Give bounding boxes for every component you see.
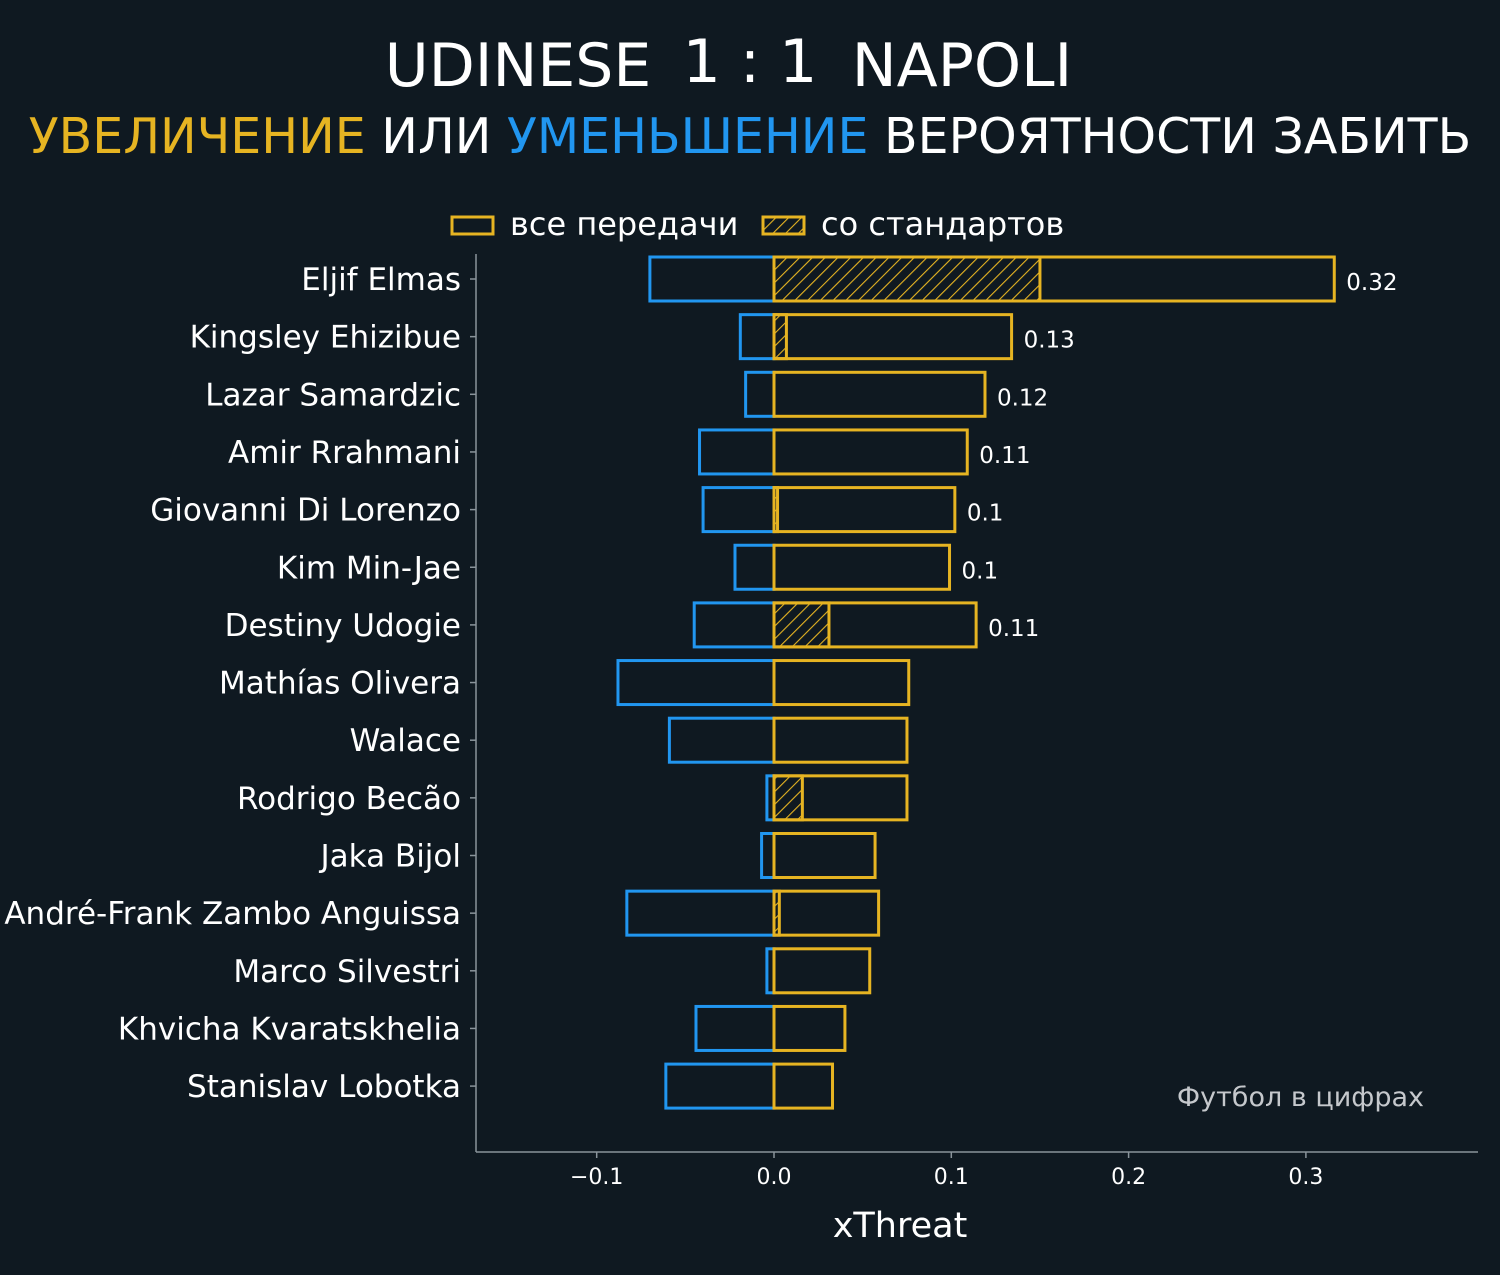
y-tick-label: Rodrigo Becão [237,781,461,817]
plot-area: Eljif Elmas 0.32 Kingsley Ehizibue 0.13 Laza… [4,255,1397,1190]
y-tick-label: Jaka Bijol [319,839,461,875]
y-tick-label: Khvicha Kvaratskhelia [118,1011,461,1047]
bar-positive [772,889,881,937]
bar-negative [616,659,776,707]
bar-positive [772,543,952,591]
y-tick-label: Mathías Olivera [219,666,461,702]
legend-label-all: все передачи [510,205,738,243]
y-tick-label: Kingsley Ehizibue [190,320,461,356]
bar-positive [772,716,909,764]
bar-positive [772,947,872,995]
data-label: 0.11 [979,443,1030,469]
y-tick-label: André-Frank Zambo Anguissa [4,896,461,932]
bar-positive [772,255,1336,303]
x-tick-label: 0.2 [1111,1165,1146,1190]
bar-negative [625,889,776,937]
bar-positive [772,659,911,707]
bar-positive [772,601,978,649]
subtitle-increase: УВЕЛИЧЕНИЕ [29,108,366,165]
legend: все передачи со стандартов [450,205,1064,243]
x-tick-label: 0.1 [934,1165,969,1190]
credit-text: Футбол в цифрах [1177,1082,1424,1113]
bar-negative [698,428,776,476]
bar-negative [701,486,776,534]
y-tick-label: Lazar Samardzic [205,377,461,413]
subtitle-decrease: УМЕНЬШЕНИЕ [507,108,868,165]
bar-negative [648,255,776,303]
data-label: 0.11 [988,616,1039,642]
bar-positive [772,774,909,822]
chart-subtitle: УВЕЛИЧЕНИЕ ИЛИ УМЕНЬШЕНИЕ ВЕРОЯТНОСТИ ЗА… [29,108,1471,165]
data-label: 0.1 [962,558,999,584]
bar-positive [772,832,877,879]
x-axis-label: xThreat [833,1206,968,1246]
legend-swatch-setpieces [761,215,806,236]
y-tick-label: Eljif Elmas [301,262,461,298]
bar-setpiece [772,255,1042,303]
bar-positive [772,370,987,418]
bar-negative [694,1004,776,1052]
bar-positive [772,313,1014,361]
legend-swatch-all [450,215,495,236]
x-tick-label: −0.1 [570,1165,623,1190]
bar-negative [667,716,776,764]
subtitle-or: ИЛИ [366,108,507,165]
bar-negative [733,543,776,591]
bar-positive [772,1062,835,1110]
y-tick-label: Stanislav Lobotka [187,1069,461,1105]
y-tick-label: Destiny Udogie [225,608,461,644]
subtitle-rest: ВЕРОЯТНОСТИ ЗАБИТЬ [868,108,1471,165]
bar-negative [664,1062,776,1110]
chart-title-away: NAPOLI [852,31,1072,101]
bar-positive [772,1004,847,1052]
x-tick-label: 0.3 [1288,1165,1323,1190]
chart-title-home: UDINESE [385,31,652,101]
y-tick-label: Kim Min-Jae [277,550,461,586]
data-label: 0.12 [997,385,1048,411]
data-label: 0.1 [967,501,1004,527]
bar-setpiece [772,313,788,361]
data-label: 0.13 [1024,328,1075,354]
chart-title-score: 1 : 1 [683,27,818,97]
bar-setpiece [772,601,831,649]
bar-negative [692,601,776,649]
y-tick-label: Walace [350,723,461,759]
y-tick-label: Amir Rrahmani [228,435,461,471]
bar-setpiece [772,774,804,822]
bar-negative [738,313,776,361]
bar-positive [772,428,969,476]
bar-positive [772,486,957,534]
legend-label-setpieces: со стандартов [821,205,1064,243]
y-tick-label: Giovanni Di Lorenzo [150,493,461,529]
y-tick-label: Marco Silvestri [233,954,461,990]
bar-negative [760,832,776,879]
bar-negative [744,370,776,418]
x-tick-label: 0.0 [757,1165,792,1190]
data-label: 0.32 [1346,270,1397,296]
